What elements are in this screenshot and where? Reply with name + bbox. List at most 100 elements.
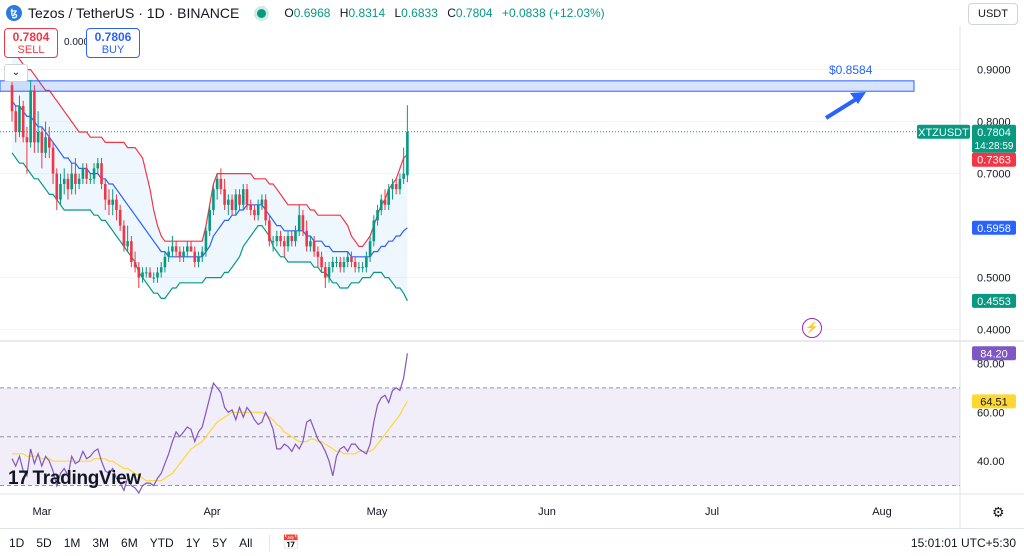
change-value: +0.0838 (+12.03%) (501, 6, 605, 20)
candle-body (25, 137, 29, 143)
candle-body (163, 256, 167, 268)
chevron-down-icon[interactable]: ⌄ (4, 64, 28, 82)
last-price-badge-bg (972, 124, 1016, 153)
rsi-badge: 84.20 (980, 348, 1008, 360)
candle-body (316, 251, 320, 257)
candle-body (171, 246, 174, 252)
gear-icon[interactable]: ⚙ (992, 504, 1005, 520)
candle-body (406, 131, 409, 176)
timeframe-5d[interactable]: 5D (36, 535, 52, 550)
candle-body (219, 178, 223, 190)
sell-label: SELL (17, 44, 45, 56)
candle-body (103, 184, 107, 200)
candlestick-series (10, 80, 409, 288)
clock-readout[interactable]: 15:01:01 UTC+5:30 (910, 535, 1016, 550)
candle-body (335, 262, 338, 263)
open-value: 0.6968 (293, 6, 331, 20)
candle-body (256, 204, 260, 216)
candle-body (118, 210, 122, 226)
candle-body (305, 230, 308, 247)
symbol-badge: XTZUSDT (918, 127, 969, 139)
lower-band-badge: 0.4553 (977, 296, 1011, 308)
candle-body (387, 189, 391, 205)
buy-price: 0.7806 (94, 30, 132, 44)
currency-button[interactable]: USDT (968, 3, 1018, 25)
resistance-zone[interactable] (0, 80, 915, 92)
time-tick-label: Aug (872, 506, 892, 518)
timeframe-1y[interactable]: 1Y (185, 535, 201, 550)
market-open-icon (257, 8, 267, 18)
candle-body (126, 241, 129, 247)
symbol-title[interactable]: Tezos / TetherUS · 1D · BINANCE (28, 5, 240, 21)
candle-body (51, 147, 55, 174)
candle-body (264, 199, 267, 221)
candle-body (327, 267, 331, 278)
candle-body (100, 163, 103, 184)
rsi-tick-label: 60.00 (977, 407, 1005, 419)
last-price-badge: 0.7804 (977, 127, 1011, 139)
buy-button[interactable]: 0.7806 BUY (86, 28, 140, 58)
timeframe-3m[interactable]: 3M (92, 535, 110, 550)
lightning-icon[interactable]: ⚡ (802, 318, 822, 338)
timeframe-1m[interactable]: 1M (63, 535, 81, 550)
target-arrow-head-icon (850, 92, 866, 104)
candle-body (156, 272, 159, 278)
candle-body (74, 173, 77, 184)
candle-body (309, 241, 312, 247)
candle-body (212, 189, 215, 210)
ohlc-values: O0.6968 H0.8314 L0.6833 C0.7804 +0.0838 … (284, 6, 605, 20)
buy-label: BUY (101, 44, 125, 56)
target-price-label: $0.8584 (829, 63, 873, 77)
candle-body (253, 210, 256, 216)
sell-button[interactable]: 0.7804 SELL (4, 28, 58, 58)
candle-body (383, 199, 387, 205)
timeframe-6m[interactable]: 6M (121, 535, 138, 550)
candle-body (271, 241, 275, 243)
candle-body (312, 241, 316, 252)
calendar-icon[interactable]: 📅 (282, 534, 300, 550)
candle-body (215, 178, 219, 190)
candle-body (353, 262, 357, 268)
candle-body (137, 267, 141, 278)
candle-body (141, 272, 144, 278)
timeframe-5y[interactable]: 5Y (212, 535, 228, 550)
candle-body (159, 267, 163, 273)
candle-body (70, 173, 73, 190)
candle-body (107, 199, 111, 205)
candle-body (346, 256, 349, 262)
candle-body (297, 215, 301, 231)
candle-body (208, 210, 211, 231)
upper-band-badge: 0.7363 (977, 155, 1011, 167)
rsi-ma-badge-bg (972, 394, 1016, 409)
timeframe-ytd[interactable]: YTD (149, 535, 174, 550)
price-tick-label: 0.9000 (977, 65, 1011, 77)
candle-body (338, 262, 342, 268)
rsi-badge-bg (972, 346, 1016, 361)
sell-price: 0.7804 (12, 30, 50, 44)
candle-body (115, 199, 118, 210)
countdown-badge: 14:28:59 (975, 141, 1014, 152)
candle-body (379, 199, 383, 210)
candle-body (89, 178, 92, 180)
candle-body (81, 168, 85, 179)
candle-body (391, 184, 394, 190)
timeframe-all[interactable]: All (239, 535, 253, 550)
tradingview-logo: 17 TradingView (8, 468, 141, 489)
candle-body (245, 189, 249, 205)
time-tick-label: Mar (33, 506, 52, 518)
time-tick-label: Apr (203, 506, 220, 518)
timeframe-1d[interactable]: 1D (9, 535, 25, 550)
candle-body (85, 168, 88, 179)
candle-body (59, 184, 62, 200)
candle-body (227, 199, 230, 205)
rsi-ma-line (12, 400, 408, 482)
candle-body (290, 236, 294, 242)
lower-band-badge-bg (972, 293, 1016, 308)
candle-body (148, 272, 152, 278)
rsi-ma-badge: 64.51 (980, 396, 1008, 408)
candle-body (186, 246, 189, 252)
candle-body (260, 199, 264, 205)
candle-body (279, 236, 282, 242)
candle-body (174, 246, 178, 252)
